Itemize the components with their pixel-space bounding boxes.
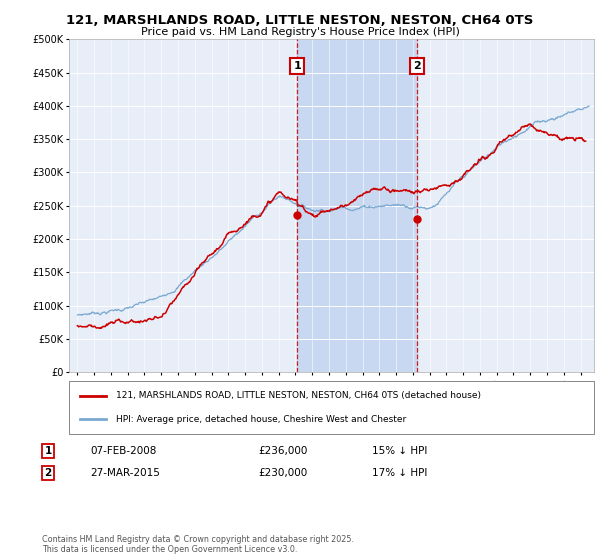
Text: 15% ↓ HPI: 15% ↓ HPI [372,446,427,456]
Text: 2: 2 [44,468,52,478]
Text: Price paid vs. HM Land Registry's House Price Index (HPI): Price paid vs. HM Land Registry's House … [140,27,460,37]
Text: 27-MAR-2015: 27-MAR-2015 [90,468,160,478]
Text: 121, MARSHLANDS ROAD, LITTLE NESTON, NESTON, CH64 0TS: 121, MARSHLANDS ROAD, LITTLE NESTON, NES… [67,14,533,27]
Text: HPI: Average price, detached house, Cheshire West and Chester: HPI: Average price, detached house, Ches… [116,414,407,423]
Text: 17% ↓ HPI: 17% ↓ HPI [372,468,427,478]
Bar [297,39,417,372]
Text: Contains HM Land Registry data © Crown copyright and database right 2025.
This d: Contains HM Land Registry data © Crown c… [42,535,354,554]
Text: 121, MARSHLANDS ROAD, LITTLE NESTON, NESTON, CH64 0TS (detached house): 121, MARSHLANDS ROAD, LITTLE NESTON, NES… [116,391,481,400]
Text: 1: 1 [293,61,301,71]
Text: 2: 2 [413,61,421,71]
Text: £236,000: £236,000 [258,446,307,456]
Text: 1: 1 [44,446,52,456]
Text: £230,000: £230,000 [258,468,307,478]
Text: 07-FEB-2008: 07-FEB-2008 [90,446,157,456]
